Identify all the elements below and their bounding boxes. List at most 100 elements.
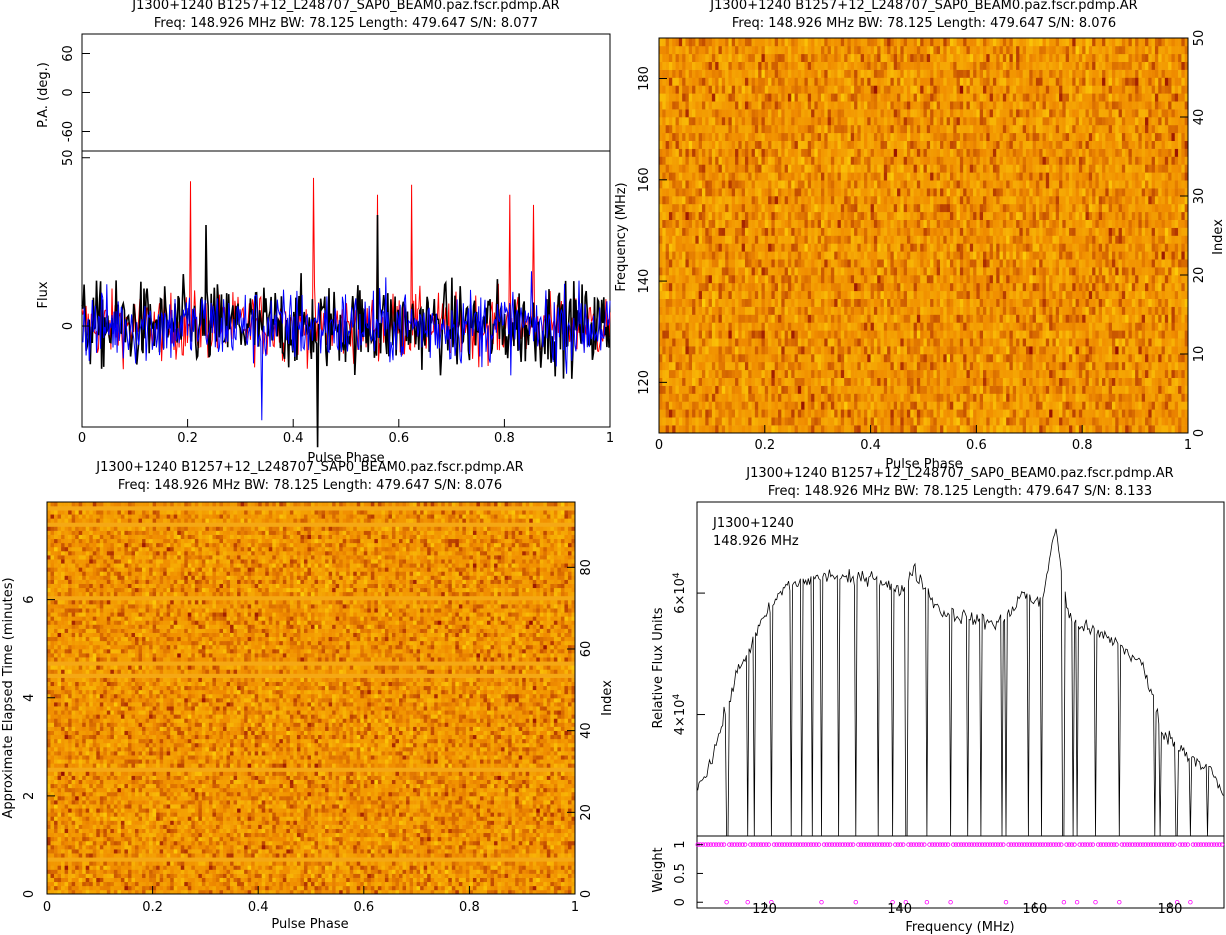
- heatmap-cell: [983, 394, 987, 402]
- heatmap-cell: [1036, 354, 1040, 362]
- heatmap-cell: [834, 188, 838, 196]
- heatmap-cell: [867, 401, 871, 409]
- heatmap-cell: [755, 315, 759, 323]
- heatmap-cell: [1175, 417, 1179, 425]
- heatmap-cell: [804, 259, 808, 267]
- heatmap-cell: [841, 228, 845, 236]
- heatmap-cell: [1158, 188, 1162, 196]
- heatmap-cell: [943, 275, 947, 283]
- heatmap-cell: [755, 291, 759, 299]
- heatmap-cell: [1178, 220, 1182, 228]
- heatmap-cell: [679, 299, 683, 307]
- heatmap-cell: [904, 259, 908, 267]
- heatmap-cell: [1128, 243, 1132, 251]
- heatmap-cell: [1148, 322, 1152, 330]
- heatmap-cell: [672, 236, 676, 244]
- heatmap-cell: [1099, 236, 1103, 244]
- heatmap-cell: [1023, 378, 1027, 386]
- heatmap-cell: [1069, 220, 1073, 228]
- heatmap-cell: [1029, 330, 1033, 338]
- heatmap-cell: [1171, 236, 1175, 244]
- heatmap-cell: [1000, 283, 1004, 291]
- heatmap-cell: [1112, 236, 1116, 244]
- heatmap-cell: [874, 346, 878, 354]
- heatmap-cell: [1043, 370, 1047, 378]
- heatmap-cell: [722, 362, 726, 370]
- heatmap-cell: [715, 362, 719, 370]
- heatmap-cell: [947, 322, 951, 330]
- heatmap-cell: [752, 267, 756, 275]
- heatmap-cell: [814, 228, 818, 236]
- heatmap-cell: [666, 330, 670, 338]
- heatmap-cell: [1105, 243, 1109, 251]
- heatmap-cell: [669, 196, 673, 204]
- heatmap-cell: [1155, 378, 1159, 386]
- heatmap-cell: [831, 386, 835, 394]
- heatmap-cell: [761, 299, 765, 307]
- heatmap-cell: [1102, 275, 1106, 283]
- heatmap-cell: [881, 330, 885, 338]
- heatmap-cell: [1079, 283, 1083, 291]
- heatmap-cell: [943, 267, 947, 275]
- heatmap-cell: [791, 283, 795, 291]
- heatmap-cell: [1086, 378, 1090, 386]
- heatmap-cell: [1148, 220, 1152, 228]
- heatmap-cell: [1006, 394, 1010, 402]
- heatmap-cell: [672, 386, 676, 394]
- heatmap-cell: [689, 188, 693, 196]
- heatmap-cell: [765, 291, 769, 299]
- heatmap-cell: [861, 409, 865, 417]
- heatmap-cell: [1062, 228, 1066, 236]
- heatmap-cell: [1128, 417, 1132, 425]
- heatmap-cell: [847, 204, 851, 212]
- heatmap-cell: [881, 322, 885, 330]
- heatmap-cell: [1082, 236, 1086, 244]
- heatmap-cell: [1082, 346, 1086, 354]
- heatmap-cell: [1168, 259, 1172, 267]
- heatmap-cell: [1043, 346, 1047, 354]
- heatmap-cell: [937, 275, 941, 283]
- heatmap-cell: [752, 196, 756, 204]
- heatmap-cell: [1115, 243, 1119, 251]
- heatmap-cell: [950, 243, 954, 251]
- heatmap-cell: [1109, 188, 1113, 196]
- heatmap-cell: [1023, 354, 1027, 362]
- heatmap-cell: [735, 417, 739, 425]
- heatmap-cell: [828, 267, 832, 275]
- heatmap-cell: [854, 212, 858, 220]
- heatmap-cell: [933, 228, 937, 236]
- heatmap-cell: [1171, 243, 1175, 251]
- heatmap-cell: [993, 354, 997, 362]
- heatmap-cell: [1128, 275, 1132, 283]
- heatmap-cell: [1052, 188, 1056, 196]
- heatmap-cell: [950, 378, 954, 386]
- heatmap-cell: [689, 275, 693, 283]
- heatmap-cell: [976, 378, 980, 386]
- heatmap-cell: [719, 267, 723, 275]
- heatmap-cell: [1059, 417, 1063, 425]
- heatmap-cell: [1000, 394, 1004, 402]
- heatmap-cell: [966, 370, 970, 378]
- heatmap-cell: [814, 322, 818, 330]
- heatmap-cell: [709, 346, 713, 354]
- heatmap-cell: [884, 220, 888, 228]
- heatmap-cell: [834, 291, 838, 299]
- heatmap-cell: [841, 236, 845, 244]
- heatmap-cell: [1039, 259, 1043, 267]
- heatmap-cell: [1178, 409, 1182, 417]
- heatmap-cell: [735, 283, 739, 291]
- heatmap-cell: [874, 425, 878, 433]
- heatmap-cell: [1036, 299, 1040, 307]
- heatmap-cell: [986, 362, 990, 370]
- heatmap-cell: [976, 243, 980, 251]
- heatmap-cell: [725, 330, 729, 338]
- heatmap-cell: [990, 409, 994, 417]
- heatmap-cell: [828, 354, 832, 362]
- heatmap-cell: [831, 220, 835, 228]
- heatmap-cell: [914, 236, 918, 244]
- heatmap-cell: [795, 251, 799, 259]
- heatmap-cell: [1105, 228, 1109, 236]
- heatmap-cell: [851, 188, 855, 196]
- heatmap-cell: [791, 378, 795, 386]
- heatmap-cell: [1178, 236, 1182, 244]
